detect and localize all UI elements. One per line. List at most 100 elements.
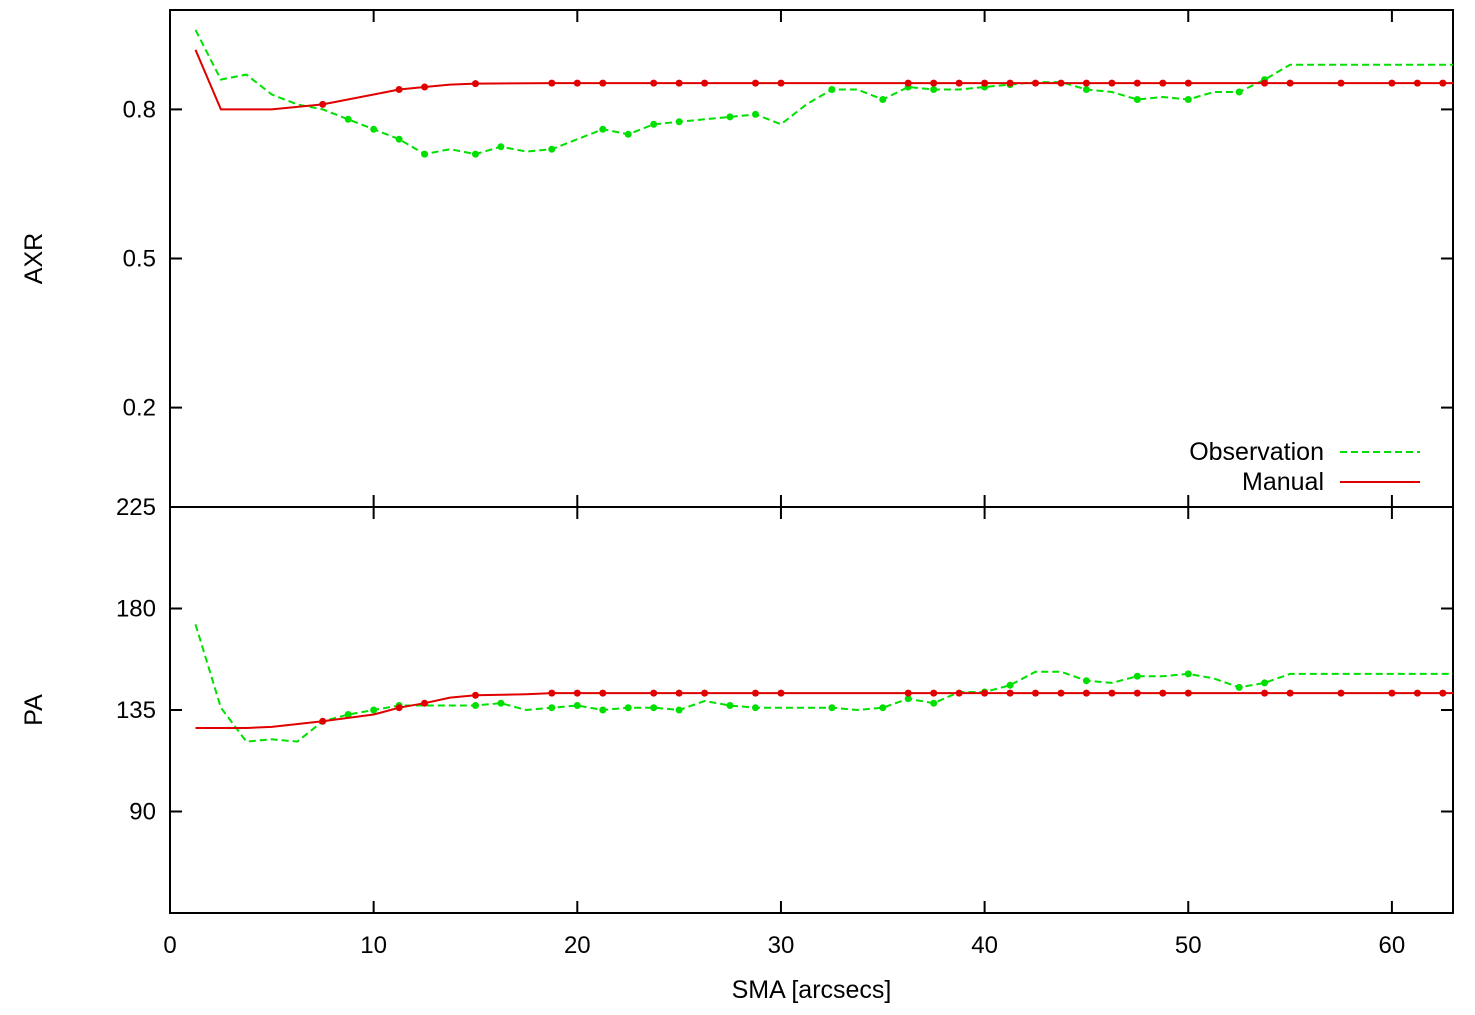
bottom-series-observation-point [1184, 670, 1192, 678]
bottom-series-manual-point [395, 704, 403, 712]
top-series-manual-point [1057, 79, 1065, 87]
top-series-manual-point [1439, 79, 1447, 87]
bottom-series-manual-point [599, 689, 607, 697]
top-series-observation-point [395, 135, 403, 143]
top-series-observation-point [726, 113, 734, 121]
bottom-series-observation-point [599, 706, 607, 714]
bottom-series-manual-point [1082, 689, 1090, 697]
top-series-manual-point [1108, 79, 1116, 87]
bottom-series-manual-point [548, 689, 556, 697]
bottom-series-manual-point [1057, 689, 1065, 697]
top-series-manual-point [1184, 79, 1192, 87]
bottom-series-observation-point [1133, 672, 1141, 680]
bottom-series-manual-point [472, 691, 479, 699]
bottom-series-observation-point [624, 704, 632, 712]
top-series-manual-point [573, 79, 581, 87]
bottom-series-manual-point [904, 689, 912, 697]
xtick-label: 60 [1379, 932, 1406, 959]
legend-label-observation: Observation [1189, 438, 1324, 466]
bottom-series-observation-point [1261, 679, 1269, 687]
bottom-series-manual-point [777, 689, 785, 697]
xtick-label: 10 [360, 932, 387, 959]
bottom-series-manual-point [675, 689, 683, 697]
bottom-series-manual-point [1439, 689, 1447, 697]
top-series-manual-point [1006, 79, 1014, 87]
bottom-series-manual-point [955, 689, 963, 697]
top-series-observation-point [548, 145, 556, 153]
bottom-ytick-label: 180 [116, 596, 156, 623]
top-series-manual-point [955, 79, 963, 87]
top-series-manual-point [1082, 79, 1090, 87]
top-series-manual-point [1413, 79, 1421, 87]
top-series-manual-point [904, 79, 912, 87]
bottom-series-observation-point [370, 706, 378, 714]
top-series-manual-point [1337, 79, 1345, 87]
bottom-panel: 90 135 180 225 0 10 20 30 40 50 60 PA SMA [arcsecs] [20, 494, 1454, 1004]
bottom-ytick-label: 225 [116, 494, 156, 521]
bottom-series-observation-point [879, 704, 887, 712]
top-series-observation-point [472, 150, 479, 158]
top-series-observation-point [624, 130, 632, 138]
top-series-manual-point [472, 80, 479, 88]
top-series-observation-point [650, 120, 658, 128]
top-series-observation-point [599, 125, 607, 133]
top-series-manual-point [421, 83, 429, 91]
top-series-manual-point [548, 79, 556, 87]
bottom-series-manual-point [930, 689, 938, 697]
xtick-label: 0 [163, 932, 176, 959]
top-series-observation-point [879, 96, 887, 103]
top-series-manual-point [395, 86, 403, 93]
bottom-series-manual-point [981, 689, 989, 697]
top-series-manual-point [701, 79, 709, 87]
bottom-series-manual-point [650, 689, 658, 697]
bottom-series-observation-point [752, 704, 759, 712]
top-series-manual-point [650, 79, 658, 87]
bottom-series-observation-point [904, 695, 912, 703]
bottom-series-manual-point [1286, 689, 1294, 697]
top-series-observation-point [752, 110, 759, 118]
top-series-manual-point [752, 79, 759, 87]
top-series-manual-point [930, 79, 938, 87]
x-axis-label: SMA [arcsecs] [732, 976, 892, 1004]
bottom-series-manual-point [1413, 689, 1421, 697]
bottom-series-manual-point [752, 689, 759, 697]
bottom-series-observation-point [675, 706, 683, 714]
bottom-series-manual-point [573, 689, 581, 697]
top-series-manual-point [981, 79, 989, 87]
bottom-series-manual-point [1032, 689, 1039, 697]
bottom-series-observation-point [1006, 681, 1014, 689]
bottom-series-observation-point [1235, 683, 1243, 691]
bottom-series-manual-point [701, 689, 709, 697]
top-series-manual-point [1133, 79, 1141, 87]
bottom-series-manual-point [421, 699, 429, 707]
top-series-manual-point [1286, 79, 1294, 87]
bottom-series-manual-point [1388, 689, 1396, 697]
bottom-series-manual-point [1337, 689, 1345, 697]
top-series-observation-point [1235, 88, 1243, 96]
bottom-series-observation-point [650, 704, 658, 712]
top-y-axis-label: AXR [20, 233, 48, 284]
xtick-label: 20 [564, 932, 591, 959]
top-series-observation-point [497, 143, 505, 151]
top-series-manual-point [1159, 79, 1167, 87]
bottom-ytick-label: 135 [116, 697, 156, 724]
xtick-label: 50 [1175, 932, 1202, 959]
bottom-series-observation-point [548, 704, 556, 712]
xtick-label: 30 [768, 932, 795, 959]
bottom-series-observation-point [497, 699, 505, 707]
top-series-manual-point [1032, 79, 1039, 87]
legend-label-manual: Manual [1242, 468, 1324, 496]
top-panel: 0.2 0.5 0.8 AXR [20, 9, 1454, 508]
bottom-series-manual-point [1261, 689, 1269, 697]
top-series-manual-point [319, 100, 327, 108]
bottom-series-observation-point [828, 704, 836, 712]
bottom-ytick-label: 90 [129, 799, 156, 826]
top-series-observation-point [1133, 96, 1141, 103]
top-series-observation-point [1082, 86, 1090, 93]
bottom-series-manual-point [319, 717, 327, 725]
bottom-series-manual-point [1159, 689, 1167, 697]
top-ytick-label: 0.2 [123, 395, 156, 422]
top-series-observation-point [675, 118, 683, 126]
top-series-manual-point [675, 79, 683, 87]
